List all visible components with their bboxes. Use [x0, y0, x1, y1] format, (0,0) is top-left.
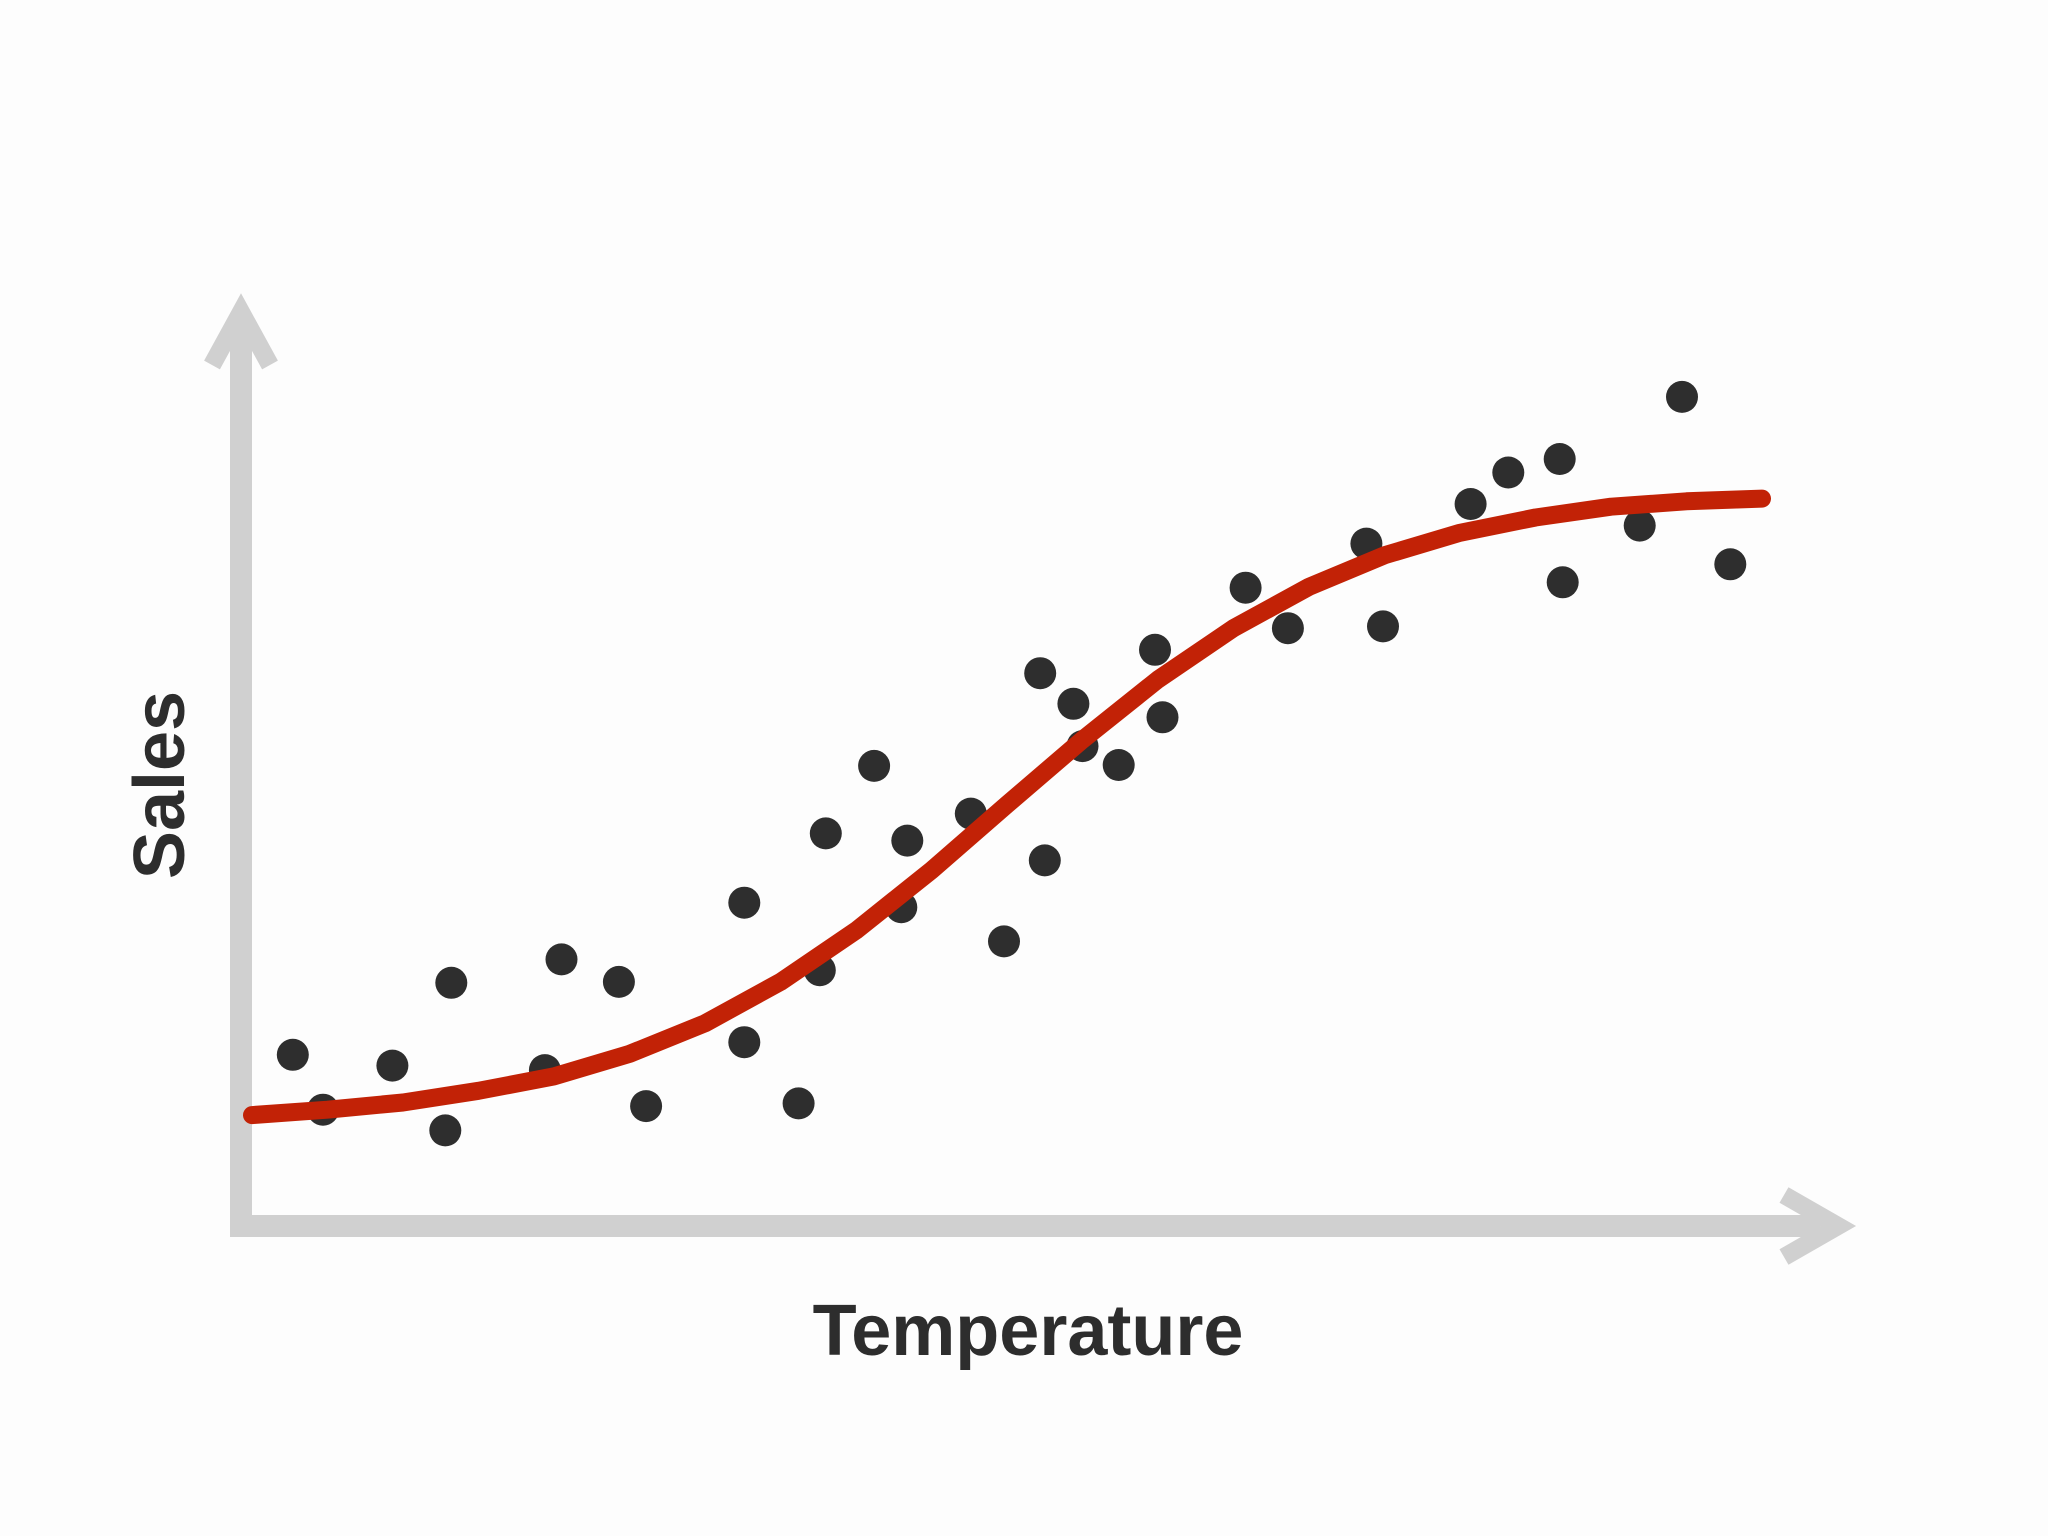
- data-point: [1028, 844, 1061, 877]
- data-point: [728, 1026, 761, 1059]
- data-point: [1666, 380, 1698, 413]
- data-point: [1546, 566, 1579, 599]
- data-point: [1543, 443, 1576, 475]
- data-point: [1057, 687, 1090, 720]
- data-point: [728, 886, 761, 919]
- scatter-points: [276, 380, 1747, 1147]
- axes: [204, 293, 1857, 1265]
- data-point: [602, 965, 635, 998]
- data-point: [1623, 509, 1656, 542]
- data-point: [429, 1114, 462, 1147]
- y-axis-arrowhead: [204, 293, 278, 370]
- data-point: [891, 824, 924, 857]
- x-axis-label: Temperature: [813, 1291, 1244, 1371]
- data-point: [435, 966, 468, 999]
- data-point: [1102, 749, 1135, 781]
- data-point: [1139, 633, 1171, 666]
- data-point: [1229, 571, 1262, 604]
- data-point: [1492, 456, 1525, 489]
- fit-curve-line: [243, 489, 1771, 1125]
- data-point: [1271, 612, 1304, 645]
- data-point: [630, 1090, 663, 1123]
- data-point: [1146, 701, 1179, 734]
- data-point: [1367, 610, 1399, 643]
- data-point: [376, 1049, 409, 1082]
- data-point: [276, 1038, 309, 1071]
- data-point: [545, 943, 578, 976]
- data-point: [809, 817, 842, 850]
- data-point: [858, 749, 891, 782]
- data-point: [1454, 488, 1487, 520]
- y-axis-label: Sales: [120, 691, 200, 879]
- x-axis-arrowhead: [1779, 1187, 1857, 1265]
- data-point: [1024, 657, 1057, 690]
- data-point: [988, 925, 1020, 958]
- data-point: [1714, 548, 1747, 581]
- data-point: [782, 1087, 815, 1120]
